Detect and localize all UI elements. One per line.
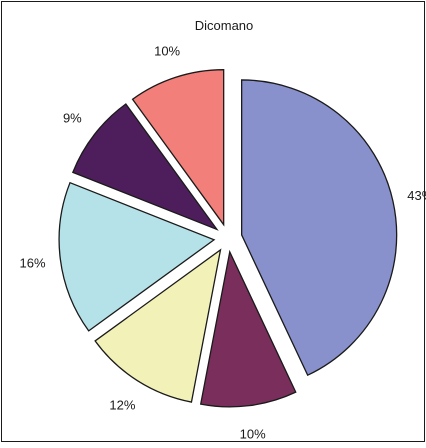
slice-label-6: 10% xyxy=(154,44,180,59)
pie-slice-2 xyxy=(199,249,297,408)
pie-labels: 43% 10% 12% 16% 9% 10% xyxy=(20,44,426,442)
slice-label-5: 9% xyxy=(63,110,82,125)
pie-slices xyxy=(58,69,398,408)
slice-label-1: 43% xyxy=(407,188,426,203)
pie-slice-6 xyxy=(131,69,225,227)
slice-label-4: 16% xyxy=(20,256,46,271)
pie-slice-1 xyxy=(241,79,398,377)
pie-slice-4 xyxy=(58,181,216,332)
slice-label-2: 10% xyxy=(240,426,266,441)
chart-title: Dicomano xyxy=(195,18,254,33)
slice-label-3: 12% xyxy=(109,397,135,412)
pie-slice-3 xyxy=(94,248,222,403)
pie-slice-5 xyxy=(71,103,219,231)
